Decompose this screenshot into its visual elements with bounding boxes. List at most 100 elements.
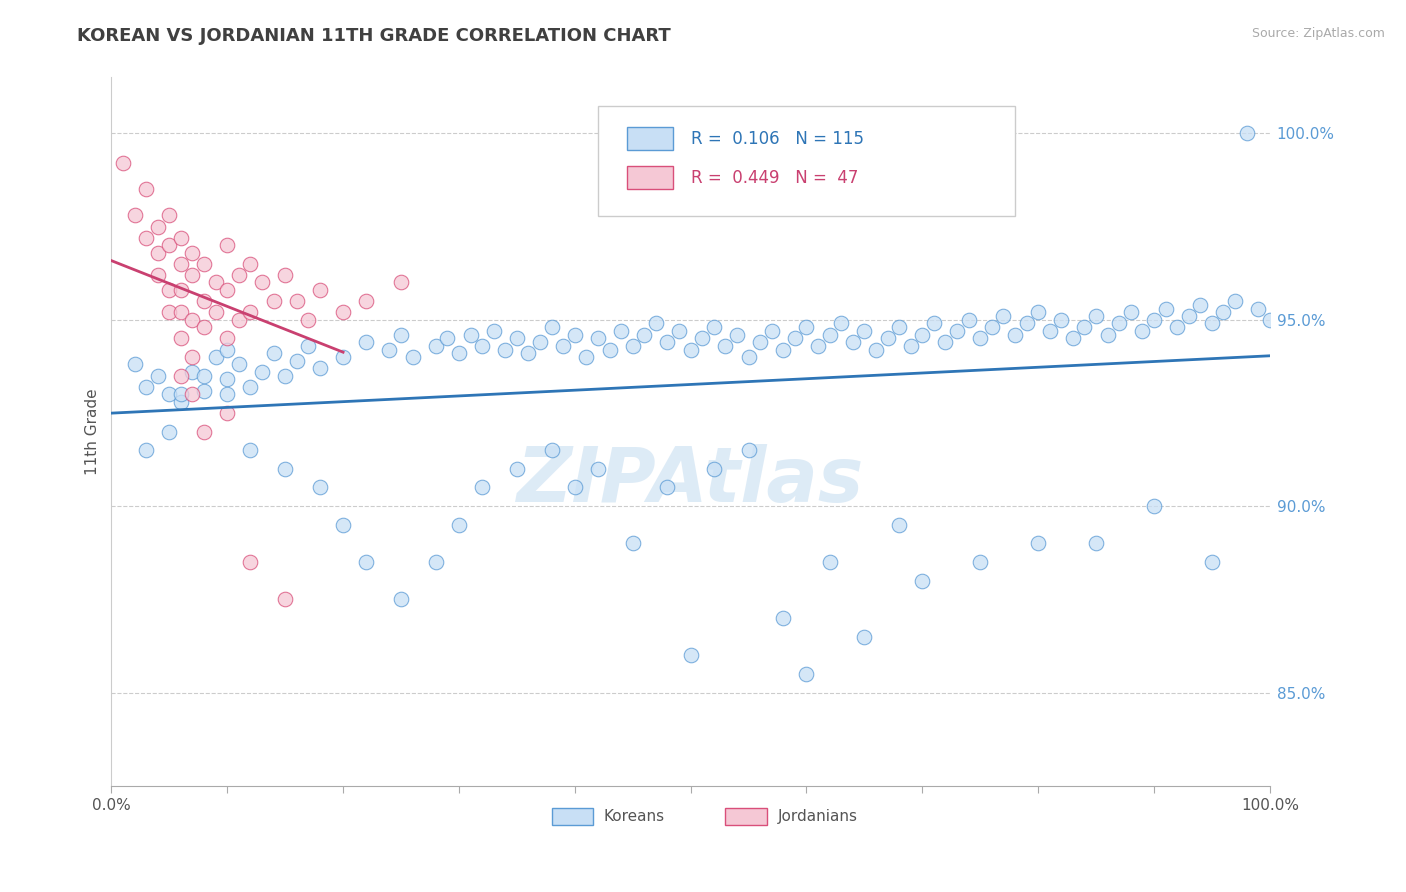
- Point: [204, 305, 226, 319]
- Point: [1026, 305, 1049, 319]
- Point: [332, 305, 354, 319]
- Point: [309, 283, 332, 297]
- Point: [1085, 536, 1108, 550]
- Point: [297, 312, 319, 326]
- Point: [447, 346, 470, 360]
- Point: [599, 343, 621, 357]
- Point: [135, 443, 157, 458]
- Point: [204, 276, 226, 290]
- Point: [865, 343, 887, 357]
- Point: [1258, 312, 1281, 326]
- Point: [460, 327, 482, 342]
- Point: [911, 574, 934, 588]
- Point: [1166, 320, 1188, 334]
- Point: [401, 350, 423, 364]
- Point: [217, 331, 239, 345]
- Point: [957, 312, 980, 326]
- Point: [679, 648, 702, 663]
- Point: [737, 443, 759, 458]
- Point: [796, 666, 818, 681]
- Point: [679, 343, 702, 357]
- Point: [354, 294, 377, 309]
- Point: [274, 592, 297, 607]
- Point: [772, 343, 794, 357]
- Point: [529, 335, 551, 350]
- Point: [575, 350, 598, 364]
- Point: [494, 343, 516, 357]
- Point: [157, 283, 180, 297]
- Text: R =  0.106   N = 115: R = 0.106 N = 115: [690, 130, 863, 148]
- Point: [170, 331, 193, 345]
- FancyBboxPatch shape: [627, 166, 673, 189]
- Point: [657, 335, 679, 350]
- Point: [124, 358, 146, 372]
- FancyBboxPatch shape: [598, 106, 1015, 216]
- Point: [274, 368, 297, 383]
- Point: [621, 536, 644, 550]
- Point: [1236, 127, 1258, 141]
- Point: [204, 350, 226, 364]
- Point: [389, 276, 412, 290]
- Point: [389, 592, 412, 607]
- Point: [887, 517, 910, 532]
- Point: [1015, 317, 1038, 331]
- Point: [1039, 324, 1062, 338]
- Point: [157, 238, 180, 252]
- Point: [436, 331, 458, 345]
- Point: [170, 394, 193, 409]
- Point: [1097, 327, 1119, 342]
- Point: [170, 283, 193, 297]
- Text: R =  0.449   N =  47: R = 0.449 N = 47: [690, 169, 858, 187]
- Point: [263, 346, 285, 360]
- Point: [1004, 327, 1026, 342]
- Point: [911, 327, 934, 342]
- Point: [553, 339, 575, 353]
- Point: [170, 305, 193, 319]
- Point: [425, 339, 447, 353]
- Point: [135, 182, 157, 196]
- Point: [250, 365, 273, 379]
- Point: [725, 327, 748, 342]
- Point: [853, 630, 876, 644]
- Point: [250, 276, 273, 290]
- Point: [332, 517, 354, 532]
- Point: [1189, 298, 1212, 312]
- Point: [181, 268, 204, 282]
- Point: [761, 324, 783, 338]
- Point: [181, 350, 204, 364]
- Point: [228, 358, 250, 372]
- Point: [1050, 312, 1073, 326]
- Point: [146, 368, 169, 383]
- Point: [193, 294, 215, 309]
- Point: [146, 219, 169, 234]
- Point: [181, 387, 204, 401]
- Point: [749, 335, 772, 350]
- Point: [506, 462, 529, 476]
- Point: [471, 339, 494, 353]
- FancyBboxPatch shape: [627, 127, 673, 151]
- Point: [217, 238, 239, 252]
- Point: [796, 320, 818, 334]
- Point: [181, 365, 204, 379]
- Point: [772, 611, 794, 625]
- Point: [946, 324, 969, 338]
- Point: [228, 312, 250, 326]
- Point: [111, 156, 134, 170]
- Point: [239, 555, 262, 569]
- Point: [1223, 294, 1246, 309]
- Point: [471, 481, 494, 495]
- Point: [969, 331, 991, 345]
- Point: [239, 380, 262, 394]
- Point: [135, 380, 157, 394]
- Point: [124, 208, 146, 222]
- Point: [783, 331, 806, 345]
- Point: [157, 208, 180, 222]
- Point: [540, 320, 562, 334]
- Point: [157, 305, 180, 319]
- FancyBboxPatch shape: [551, 807, 593, 825]
- Point: [228, 268, 250, 282]
- Point: [1201, 317, 1223, 331]
- Point: [703, 320, 725, 334]
- Point: [564, 481, 586, 495]
- Point: [354, 555, 377, 569]
